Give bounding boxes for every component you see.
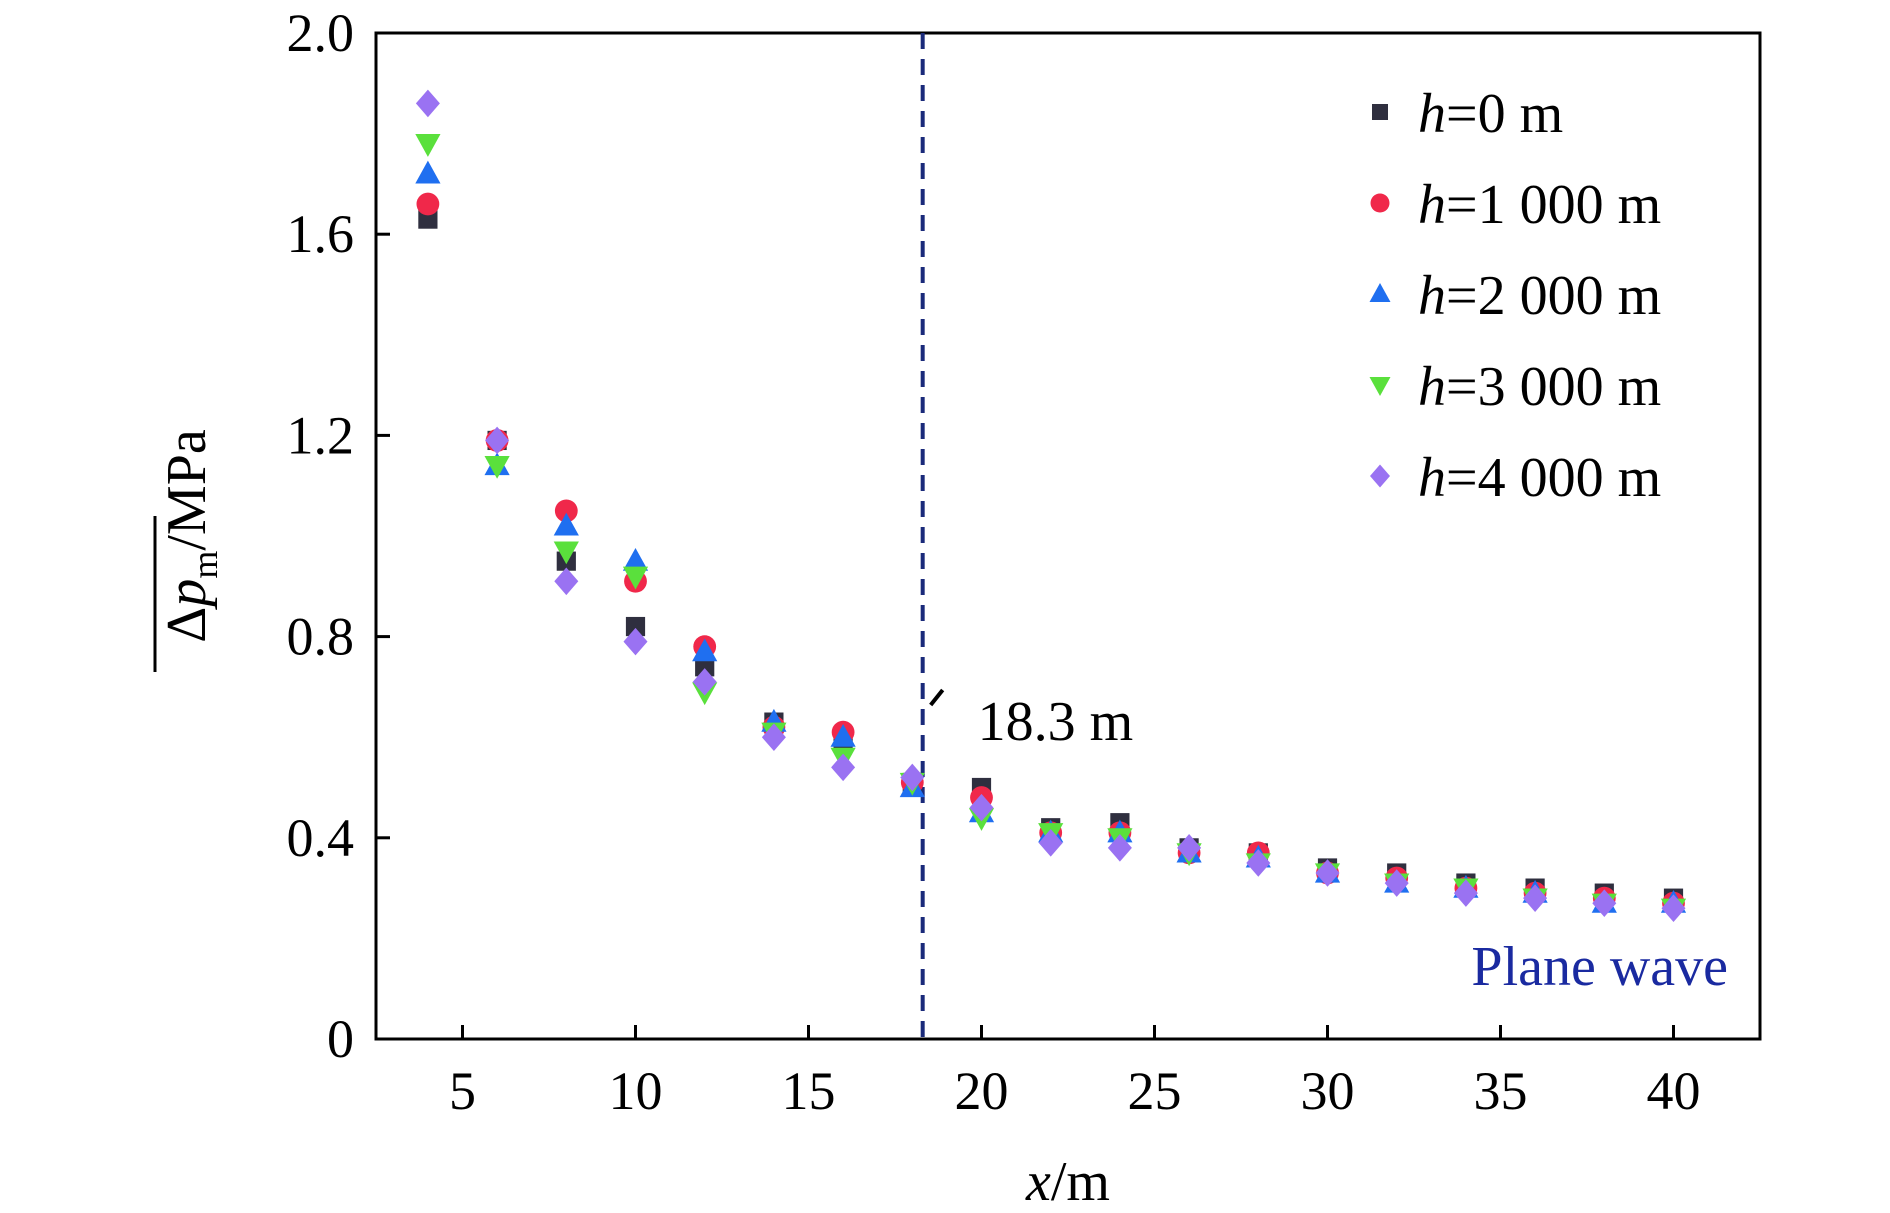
y-axis-title-unit: /MPa [156, 429, 218, 550]
legend-label-variable: h [1418, 174, 1446, 236]
x-tick-label: 10 [609, 1061, 663, 1121]
data-point-triangle-up [692, 638, 718, 662]
y-axis-title-delta: Δ [156, 607, 218, 643]
legend-marker-diamond [1370, 464, 1390, 488]
data-point-diamond [1384, 869, 1409, 897]
legend-label: h=0 m [1418, 83, 1563, 145]
svg-text:Δpm/MPa: Δpm/MPa [156, 429, 225, 643]
data-points [415, 89, 1687, 923]
data-point-diamond [969, 793, 994, 822]
x-tick-label: 35 [1474, 1061, 1528, 1121]
data-point-diamond [761, 723, 786, 751]
data-point-diamond [1661, 894, 1686, 923]
x-tick-label: 30 [1301, 1061, 1355, 1121]
legend-label: h=1 000 m [1418, 174, 1661, 236]
data-point-diamond [1177, 834, 1202, 862]
annotation-label-18-3m: 18.3 m [978, 691, 1134, 753]
x-axis-title: x/m [1025, 1151, 1110, 1213]
legend-label-variable: h [1418, 356, 1446, 418]
x-tick-label: 15 [782, 1061, 836, 1121]
legend-label-value: =3 000 m [1446, 356, 1661, 418]
legend-label-value: =4 000 m [1446, 447, 1661, 509]
legend-label-value: =1 000 m [1446, 174, 1661, 236]
plane-wave-label: Plane wave [1471, 936, 1728, 998]
data-point-diamond [1246, 849, 1271, 877]
legend-label-value: =0 m [1446, 83, 1563, 145]
legend-label-variable: h [1418, 265, 1446, 327]
y-axis: 0 0.4 0.8 1.2 1.6 2.0 [287, 3, 390, 1069]
legend-label-value: =2 000 m [1446, 265, 1661, 327]
data-point-triangle-down [553, 541, 579, 565]
data-point-diamond [1315, 859, 1340, 887]
x-axis-title-unit: /m [1051, 1151, 1110, 1213]
data-point-diamond [1453, 879, 1478, 907]
legend: h=0 mh=1 000 mh=2 000 mh=3 000 mh=4 000 … [1369, 83, 1661, 509]
x-tick-label: 25 [1128, 1061, 1182, 1121]
legend-marker-square [1372, 104, 1388, 120]
legend-marker-triangle-down [1369, 377, 1391, 396]
data-point-triangle-down [622, 566, 649, 590]
legend-label: h=4 000 m [1418, 447, 1661, 509]
x-tick-label: 40 [1647, 1061, 1701, 1121]
legend-label-variable: h [1418, 447, 1446, 509]
y-axis-title-subscript: m [185, 551, 225, 579]
y-tick-label: 0 [327, 1009, 354, 1069]
x-tick-label: 5 [449, 1061, 476, 1121]
data-point-triangle-up [415, 160, 441, 184]
data-point-triangle-up [553, 512, 579, 536]
x-axis-title-variable: x [1025, 1151, 1051, 1213]
legend-marker-triangle-up [1369, 283, 1391, 302]
data-point-triangle-up [622, 547, 649, 571]
data-point-diamond [900, 763, 925, 792]
y-tick-label: 2.0 [287, 3, 355, 63]
y-tick-label: 1.6 [287, 204, 355, 264]
y-tick-label: 1.2 [287, 405, 355, 465]
legend-label-variable: h [1418, 83, 1446, 145]
data-point-diamond [415, 89, 440, 118]
x-axis: 5 10 15 20 25 30 35 40 [449, 1025, 1701, 1121]
data-point-circle [416, 192, 440, 216]
annotation-pointer [929, 688, 945, 707]
y-tick-label: 0.4 [287, 808, 355, 868]
data-point-triangle-up [830, 724, 856, 747]
data-point-circle [554, 499, 578, 523]
legend-label: h=3 000 m [1418, 356, 1661, 418]
y-axis-title-variable: p [156, 579, 218, 611]
data-point-diamond [692, 668, 717, 696]
legend-marker-circle [1370, 193, 1390, 213]
y-tick-label: 0.8 [287, 607, 355, 667]
data-point-diamond [1523, 884, 1548, 912]
data-point-diamond [623, 627, 648, 656]
series-5 [415, 89, 1686, 923]
data-point-triangle-down [415, 134, 441, 157]
data-point-square [625, 616, 646, 637]
legend-label: h=2 000 m [1418, 265, 1661, 327]
data-point-diamond [1038, 829, 1063, 857]
y-axis-title: Δpm/MPa [153, 429, 225, 672]
x-tick-label: 20 [955, 1061, 1009, 1121]
data-point-triangle-down [484, 455, 510, 479]
data-point-diamond [485, 426, 510, 455]
data-point-square [695, 657, 715, 677]
data-point-diamond [1107, 834, 1132, 862]
data-point-diamond [831, 753, 856, 782]
plot-frame [374, 31, 1762, 1041]
data-point-diamond [554, 567, 579, 596]
data-point-diamond [1592, 889, 1617, 917]
